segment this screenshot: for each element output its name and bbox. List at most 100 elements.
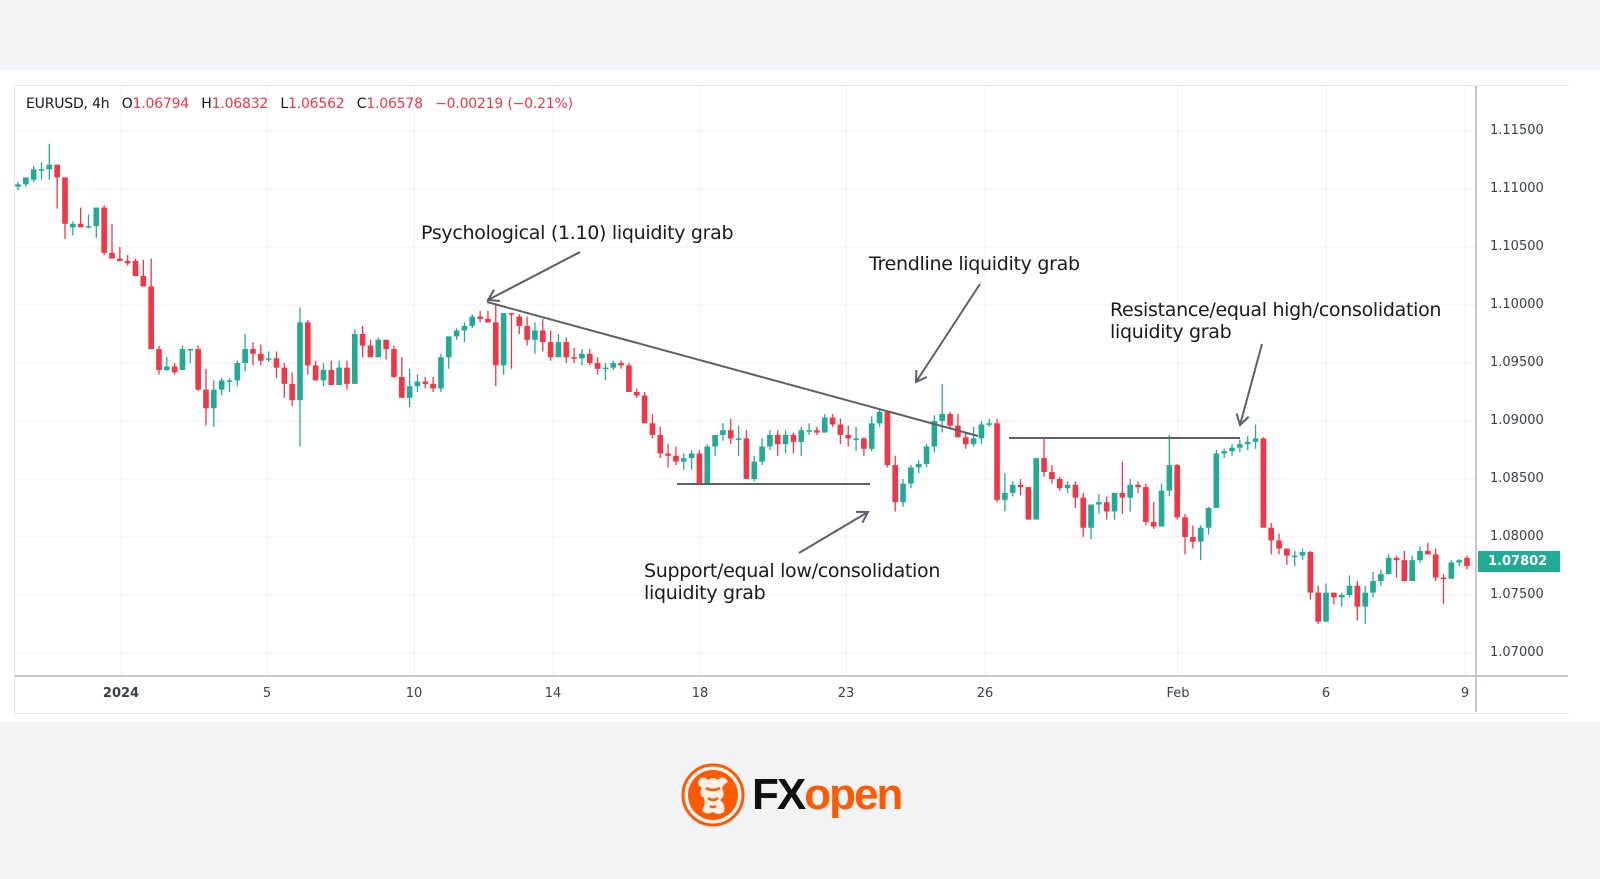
candle-down: [1049, 472, 1055, 479]
candle-down: [124, 260, 131, 264]
candle-up: [1096, 502, 1102, 505]
candle-down: [422, 381, 429, 384]
candle-up: [939, 414, 946, 421]
candle-down: [1268, 527, 1275, 541]
candle-up: [876, 411, 883, 424]
arrowhead-icon: [914, 369, 928, 384]
candle-up: [1221, 451, 1228, 454]
candle-up: [469, 316, 476, 326]
candle-up: [712, 434, 718, 447]
candle-down: [1432, 554, 1439, 578]
candle-up: [210, 389, 217, 409]
candle-down: [1150, 521, 1157, 527]
high-value: 1.06832: [211, 96, 269, 112]
candle-up: [1252, 438, 1259, 442]
open-value: 1.06794: [132, 96, 190, 112]
candle-up: [798, 430, 805, 442]
arrow-support[interactable]: [798, 511, 869, 554]
candle-up: [1197, 527, 1204, 542]
candle-up: [532, 330, 538, 340]
candle-up: [187, 349, 194, 351]
candle-down: [774, 434, 781, 445]
arrow-trendline[interactable]: [915, 283, 981, 383]
candle-up: [579, 353, 585, 359]
candle-down: [391, 349, 397, 377]
arrowhead-icon: [486, 289, 501, 302]
candle-up: [1385, 557, 1392, 575]
candle-down: [861, 438, 867, 449]
candle-up: [46, 164, 53, 170]
price-tick-label: 1.10000: [1490, 297, 1544, 312]
candle-up: [1009, 484, 1016, 493]
candle-down: [1260, 438, 1267, 528]
candle-down: [132, 260, 139, 276]
candle-down: [492, 322, 499, 366]
candle-up: [978, 424, 985, 439]
candle-up: [414, 381, 421, 387]
candle-down: [140, 276, 147, 287]
candle-up: [1448, 562, 1455, 579]
candle-down: [641, 395, 648, 424]
candle-down: [62, 177, 68, 224]
candle-up: [915, 463, 922, 468]
candle-up: [1346, 585, 1353, 595]
annotation-trendline: Trendline liquidity grab: [869, 253, 1080, 275]
candle-down: [829, 417, 836, 425]
candle-up: [1237, 444, 1243, 448]
candle-up: [735, 438, 742, 440]
trendline[interactable]: [486, 301, 979, 437]
candle-down: [508, 313, 515, 315]
candle-down: [101, 207, 107, 253]
candle-up: [218, 380, 225, 390]
price-tick-label: 1.09000: [1490, 413, 1544, 428]
candle-down: [814, 430, 820, 433]
candle-down: [289, 383, 295, 401]
candle-up: [704, 446, 711, 484]
arrow-resistance[interactable]: [1239, 343, 1263, 426]
candle-up: [767, 434, 773, 447]
candle-down: [594, 363, 601, 369]
close-label: C: [356, 96, 367, 112]
annotation-resistance: Resistance/equal high/consolidation liqu…: [1110, 299, 1442, 343]
low-value: 1.06562: [287, 96, 345, 112]
change-value: −0.00219 (−0.21%): [435, 96, 573, 112]
arrow-psychological[interactable]: [487, 251, 581, 301]
candle-up: [375, 339, 382, 358]
candle-down: [516, 316, 523, 326]
candle-down: [696, 453, 703, 484]
candle-down: [1315, 592, 1322, 622]
candle-down: [837, 424, 844, 435]
candle-up: [438, 357, 444, 389]
candle-up: [242, 349, 248, 363]
candle-down: [148, 286, 154, 350]
candle-down: [1174, 465, 1181, 518]
candle-down: [994, 423, 1000, 500]
candle-up: [1362, 592, 1368, 607]
candle-down: [281, 367, 288, 384]
candle-down: [649, 423, 656, 435]
candle-up: [908, 467, 914, 484]
symbol-label: EURUSD, 4h: [26, 96, 110, 112]
candle-up: [38, 169, 45, 171]
candle-up: [1033, 458, 1040, 520]
time-tick-label: 18: [691, 686, 709, 701]
candle-down: [195, 349, 201, 390]
candle-up: [806, 430, 812, 432]
time-tick-label: 9: [1460, 686, 1470, 701]
candle-up: [445, 336, 452, 358]
candle-down: [571, 357, 577, 359]
time-tick-label: 26: [976, 686, 994, 701]
candle-down: [884, 411, 891, 466]
candle-up: [759, 446, 765, 462]
price-tick-label: 1.08000: [1490, 529, 1544, 544]
candle-up: [1299, 552, 1306, 556]
candle-down: [1072, 484, 1079, 498]
candle-down: [477, 316, 483, 319]
candle-down: [1331, 592, 1337, 598]
fxopen-logo: FXopen: [680, 762, 903, 828]
candle-down: [1354, 585, 1361, 607]
candle-down: [524, 325, 530, 340]
candle-up: [1378, 574, 1384, 582]
candle-down: [1056, 479, 1063, 489]
